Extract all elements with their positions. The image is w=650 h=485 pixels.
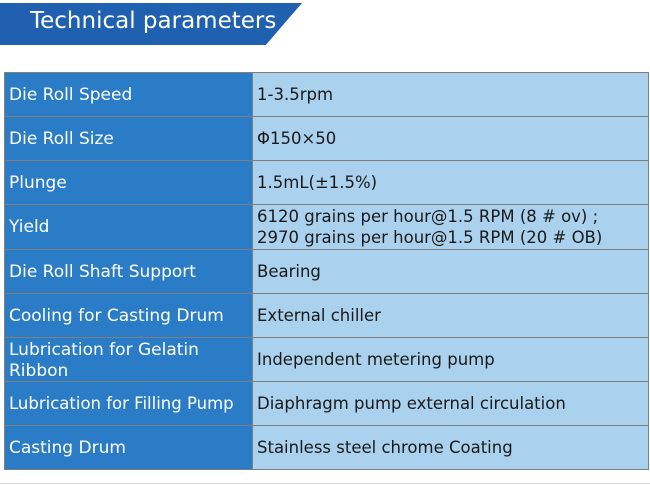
table-row: Die Roll Size Φ150×50 [4, 116, 649, 161]
parameter-label: Die Roll Speed [4, 72, 253, 117]
section-title: Technical parameters [30, 8, 277, 34]
parameter-value: Bearing [252, 249, 649, 294]
parameter-value-text: 6120 grains per hour@1.5 RPM (8 # ov) ; … [257, 207, 603, 247]
parameter-value: 1-3.5rpm [252, 72, 649, 117]
parameter-label: Die Roll Shaft Support [4, 249, 253, 294]
parameter-label: Die Roll Size [4, 116, 253, 161]
parameter-label: Yield [4, 204, 253, 250]
parameter-value: Diaphragm pump external circulation [252, 381, 649, 426]
parameter-value: Stainless steel chrome Coating [252, 425, 649, 470]
table-row: Lubrication for Filling Pump Diaphragm p… [4, 381, 649, 426]
divider [0, 483, 650, 484]
parameter-label: Casting Drum [4, 425, 253, 470]
parameter-label: Cooling for Casting Drum [4, 293, 253, 338]
parameter-value: External chiller [252, 293, 649, 338]
parameter-label-text: Lubrication for Gelatin Ribbon [9, 339, 199, 380]
parameters-table-container: Die Roll Speed 1-3.5rpm Die Roll Size Φ1… [4, 72, 649, 470]
parameter-value: Independent metering pump [252, 337, 649, 382]
table-row: Die Roll Shaft Support Bearing [4, 249, 649, 294]
table-row: Cooling for Casting Drum External chille… [4, 293, 649, 338]
table-row: Plunge 1.5mL(±1.5%) [4, 160, 649, 205]
parameter-value: Φ150×50 [252, 116, 649, 161]
parameter-label: Lubrication for Gelatin Ribbon [4, 337, 253, 382]
table-row: Lubrication for Gelatin Ribbon Independe… [4, 337, 649, 382]
parameter-value: 1.5mL(±1.5%) [252, 160, 649, 205]
section-banner [0, 3, 302, 45]
table-row: Yield 6120 grains per hour@1.5 RPM (8 # … [4, 204, 649, 250]
parameter-label: Plunge [4, 160, 253, 205]
parameter-label: Lubrication for Filling Pump [4, 381, 253, 426]
table-row: Casting Drum Stainless steel chrome Coat… [4, 425, 649, 470]
table-row: Die Roll Speed 1-3.5rpm [4, 72, 649, 117]
parameter-value: 6120 grains per hour@1.5 RPM (8 # ov) ; … [252, 204, 649, 250]
parameters-table: Die Roll Speed 1-3.5rpm Die Roll Size Φ1… [4, 72, 649, 470]
